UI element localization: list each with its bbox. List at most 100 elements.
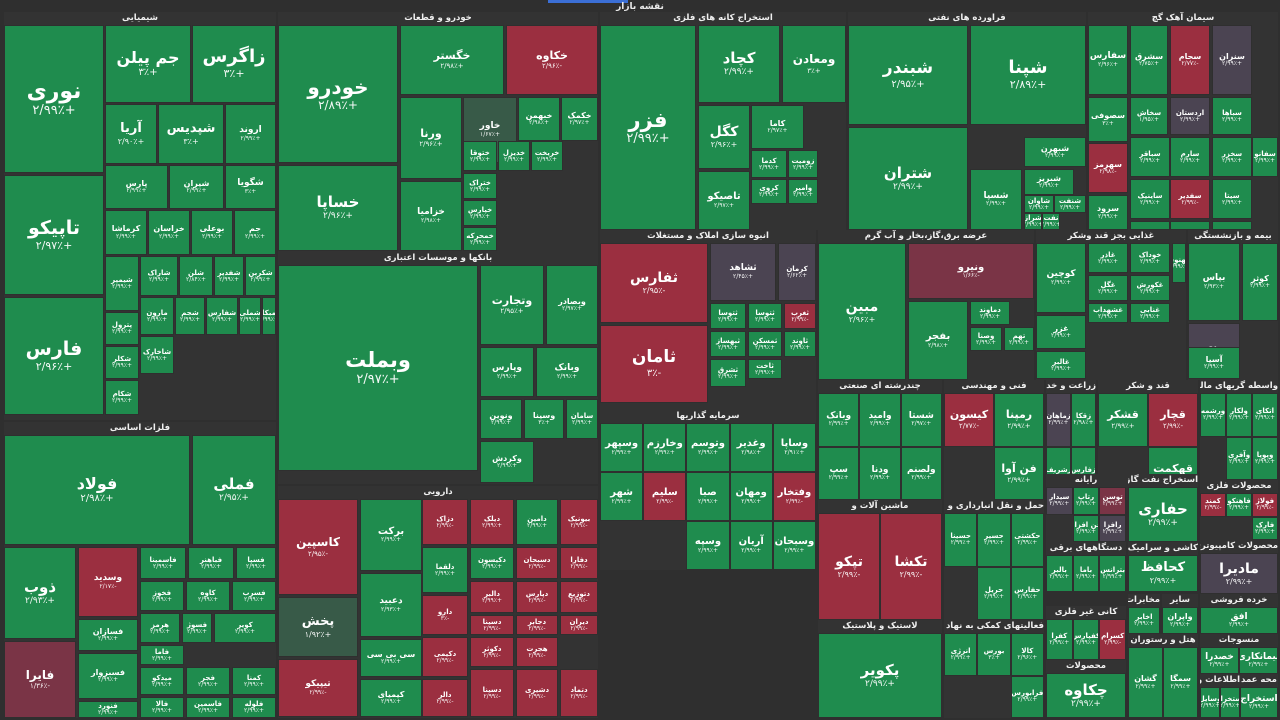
stock-tile[interactable]: بترانس +۲/۹۹٪ [1099,555,1126,592]
stock-tile[interactable]: کفرا +۲/۹۹٪ [1046,619,1073,660]
stock-tile[interactable]: سرود +۲/۹۹٪ [1088,195,1128,230]
stock-tile[interactable]: فسبزوار +۲/۹۹٪ [78,653,138,699]
stock-tile[interactable]: فسرب +۲/۹۹٪ [232,581,276,611]
stock-tile[interactable]: میدکو +۲/۹۹٪ [140,667,184,695]
stock-tile[interactable]: فاسمین +۲/۹۹٪ [186,697,230,718]
stock-tile[interactable]: نفت+۲/۹۹٪ [1042,213,1060,230]
stock-tile[interactable]: دپارس -۲/۹۹٪ [516,581,558,613]
stock-tile[interactable]: آسیا +۲/۹۹٪ [1188,347,1240,379]
stock-tile[interactable]: شفارس +۲/۹۹٪ [206,297,238,335]
stock-tile[interactable]: شهر +۲/۹۹٪ [600,472,644,521]
stock-tile[interactable]: شاخارک +۲/۹۹٪ [140,336,174,374]
stock-tile[interactable]: کدما +۲/۹۹٪ [751,150,787,178]
stock-tile[interactable]: دیران -۲/۹۹٪ [560,615,598,635]
stock-tile[interactable]: غگل +۲/۹۹٪ [1088,275,1128,301]
stock-tile[interactable]: نوری +۲/۹۹٪ [4,25,104,173]
stock-tile[interactable]: فزر +۲/۹۹٪ [600,25,696,230]
stock-tile[interactable]: دسبحان -۲/۹۹٪ [516,547,558,579]
stock-tile[interactable]: دعبید +۲/۹۳٪ [360,573,422,637]
stock-tile[interactable]: شیمیر +۲/۹۹٪ [105,256,139,311]
stock-tile[interactable]: پخش +۱/۹۲٪ [278,597,358,657]
stock-tile[interactable]: غنابی +۲/۹۹٪ [1130,303,1170,323]
stock-tile[interactable]: بوعلی +۲/۹۹٪ [191,210,233,255]
stock-tile[interactable]: توسن +۲/۹۹٪ [1099,487,1126,515]
stock-tile[interactable]: مبکا+۲/۹۹٪ [262,297,276,335]
stock-tile[interactable]: فاهنکو +۲/۹۹٪ [1226,493,1252,517]
stock-tile[interactable]: کرمان +۲/۶۲٪ [778,243,816,301]
stock-tile[interactable]: رافزا +۲/۹۹٪ [1099,514,1126,542]
stock-tile[interactable]: شگویا +۳٪ [225,165,276,209]
stock-tile[interactable]: فجر +۲/۹۹٪ [186,667,230,695]
stock-tile[interactable]: دارو -۳٪ [422,595,468,635]
stock-tile[interactable]: شستا +۲/۹۷٪ [900,393,942,447]
stock-tile[interactable]: کویر +۲/۹۹٪ [214,613,276,643]
stock-tile[interactable]: سباها +۲/۹۹٪ [1212,97,1252,135]
stock-tile[interactable]: زومیت +۲/۹۹٪ [788,150,818,178]
stock-tile[interactable]: وسپه +۲/۹۹٪ [686,521,730,570]
stock-tile[interactable]: حریل +۲/۹۹٪ [977,566,1011,620]
stock-tile[interactable]: پکویر +۲/۹۹٪ [818,633,942,718]
stock-tile[interactable]: تپکو -۲/۹۹٪ [818,513,880,620]
stock-tile[interactable]: سجام -۲/۷۷٪ [1170,25,1210,95]
stock-tile[interactable]: حکشتی +۲/۹۹٪ [1010,513,1044,567]
stock-tile[interactable]: وبملت +۲/۹۷٪ [278,265,478,471]
stock-tile[interactable]: شسپا +۲/۹۹٪ [970,169,1022,230]
stock-tile[interactable]: ثتوسا +۲/۹۹٪ [710,303,746,329]
stock-tile[interactable]: خدیزل +۲/۹۹٪ [498,141,530,171]
stock-tile[interactable]: گشان +۲/۹۹٪ [1128,647,1163,718]
stock-tile[interactable]: ثاخت +۲/۹۹٪ [748,359,782,379]
stock-tile[interactable]: شجم +۲/۹۹٪ [175,297,205,335]
stock-tile[interactable]: بپاس +۲/۹۳٪ [1188,243,1240,321]
stock-tile[interactable]: شبهرن +۲/۹۹٪ [1024,137,1086,167]
stock-tile[interactable]: کرماشا +۲/۹۹٪ [105,210,147,255]
stock-tile[interactable]: دیلک +۲/۹۹٪ [470,499,514,545]
stock-tile[interactable]: شکربن +۲/۹۹٪ [245,256,276,296]
stock-tile[interactable]: هجرت -۲/۹۹٪ [516,637,558,667]
stock-tile[interactable]: ثاوند +۲/۹۹٪ [784,331,816,357]
stock-tile[interactable]: دکوثر -۲/۹۹٪ [470,637,514,667]
stock-tile[interactable]: خبهمن +۲/۹۸٪ [518,97,560,141]
stock-tile[interactable]: حفارس +۲/۹۹٪ [1010,566,1044,620]
stock-tile[interactable]: زماهان +۲/۹۹٪ [1046,393,1071,447]
stock-tile[interactable]: شیران +۲/۹۹٪ [169,165,224,209]
stock-tile[interactable]: غبهنوش+۲/۹۹٪ [1172,243,1186,283]
stock-tile[interactable]: کاوه +۲/۹۹٪ [186,581,230,611]
stock-tile[interactable]: سفارس +۲/۹۶٪ [1088,25,1128,95]
stock-tile[interactable]: ثامان -۳٪ [600,325,708,403]
stock-tile[interactable]: سامان +۲/۹۹٪ [566,399,598,439]
stock-tile[interactable]: کگل +۲/۹۶٪ [698,105,750,169]
stock-tile[interactable]: ومعادن +۳٪ [782,25,846,103]
stock-tile[interactable]: بفجر +۲/۹۸٪ [908,301,968,380]
stock-tile[interactable]: ثبهساز +۲/۹۹٪ [710,331,746,357]
stock-tile[interactable]: دماوند +۲/۹۹٪ [970,301,1010,325]
stock-tile[interactable]: انرژی +۲/۹۹٪ [944,633,978,676]
stock-tile[interactable]: شپنا +۲/۸۹٪ [970,25,1086,125]
stock-tile[interactable]: دزاک -۲/۹۹٪ [422,499,468,545]
stock-tile[interactable]: شاوان +۲/۹۹٪ [1024,195,1054,213]
stock-tile[interactable]: دکیمی -۲/۹۹٪ [422,637,468,677]
stock-tile[interactable]: وسدید -۲/۱۷٪ [78,547,138,617]
stock-tile[interactable]: ثشرق +۲/۹۹٪ [710,359,746,387]
stock-tile[interactable]: شبریز +۲/۹۹٪ [1024,169,1074,195]
stock-tile[interactable]: وآفری +۲/۹۹٪ [1226,436,1252,480]
stock-tile[interactable]: سصوفی +۳٪ [1088,97,1128,142]
stock-tile[interactable]: کچاد +۲/۹۹٪ [698,25,780,103]
stock-tile[interactable]: سنران +۲/۹۹٪ [1212,25,1252,95]
stock-tile[interactable]: رمپنا +۲/۹۹٪ [994,393,1044,447]
stock-tile[interactable]: فولاژ -۲/۹۹٪ [1252,493,1278,517]
stock-tile[interactable]: شکلر +۲/۹۹٪ [105,346,139,379]
stock-tile[interactable]: وخارزم +۲/۹۹٪ [643,423,687,472]
stock-tile[interactable]: غشهداب +۲/۹۹٪ [1088,303,1128,323]
stock-tile[interactable]: سی بی سی +۲/۹۹٪ [360,639,422,677]
stock-tile[interactable]: خکمک +۲/۹۷٪ [561,97,598,141]
stock-tile[interactable]: خساپا +۲/۹۶٪ [278,165,398,251]
stock-tile[interactable]: وسینا +۳٪ [524,399,564,439]
stock-tile[interactable]: تاصیکو +۲/۹۷٪ [698,171,750,230]
stock-tile[interactable]: وفتخار -۲/۹۹٪ [772,472,816,521]
stock-tile[interactable]: پارس +۲/۹۹٪ [105,165,168,209]
stock-tile[interactable]: شبندر +۲/۹۵٪ [848,25,968,125]
stock-tile[interactable]: دکیسون +۲/۹۹٪ [470,547,514,579]
stock-tile[interactable]: شنفت +۲/۹۹٪ [1054,195,1086,213]
stock-tile[interactable] [1130,221,1170,230]
stock-tile[interactable]: کسرام -۲/۹۹٪ [1099,619,1126,660]
